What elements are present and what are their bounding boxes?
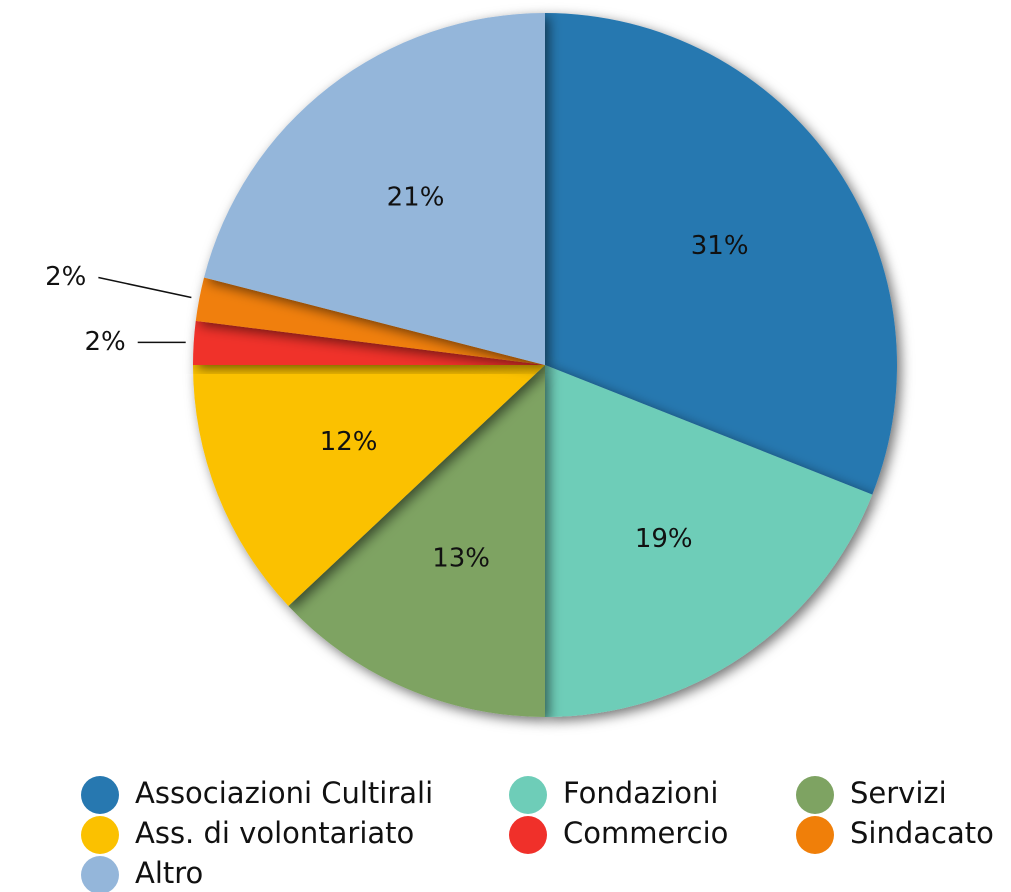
legend-swatch [81, 856, 119, 892]
pie [193, 13, 897, 717]
legend-swatch [81, 776, 119, 814]
legend-label: Commercio [563, 816, 728, 850]
pie-slice [195, 277, 545, 365]
pie-slice [545, 365, 873, 717]
data-label: 21% [387, 183, 445, 213]
pie-slice [193, 365, 545, 606]
data-label: 13% [432, 543, 490, 573]
data-label: 31% [691, 231, 749, 261]
data-label: 12% [320, 427, 378, 457]
data-label: 2% [84, 327, 125, 357]
pie-slice [204, 13, 546, 365]
data-label: 2% [45, 262, 86, 292]
pie-slice [545, 13, 897, 495]
legend-label: Servizi [850, 776, 947, 810]
legend-swatch [796, 776, 834, 814]
legend-label: Associazioni Cultirali [135, 776, 433, 810]
legend-swatch [509, 776, 547, 814]
pie-slice [193, 320, 545, 365]
legend-label: Sindacato [850, 816, 994, 850]
legend-swatch [81, 816, 119, 854]
legend-label: Ass. di volontariato [135, 816, 414, 850]
legend-label: Fondazioni [563, 776, 718, 810]
legend-label: Altro [135, 856, 203, 890]
legend-swatch [796, 816, 834, 854]
data-label: 19% [635, 524, 693, 554]
leader-line [98, 276, 192, 299]
legend-swatch [509, 816, 547, 854]
pie-slice [288, 365, 545, 717]
